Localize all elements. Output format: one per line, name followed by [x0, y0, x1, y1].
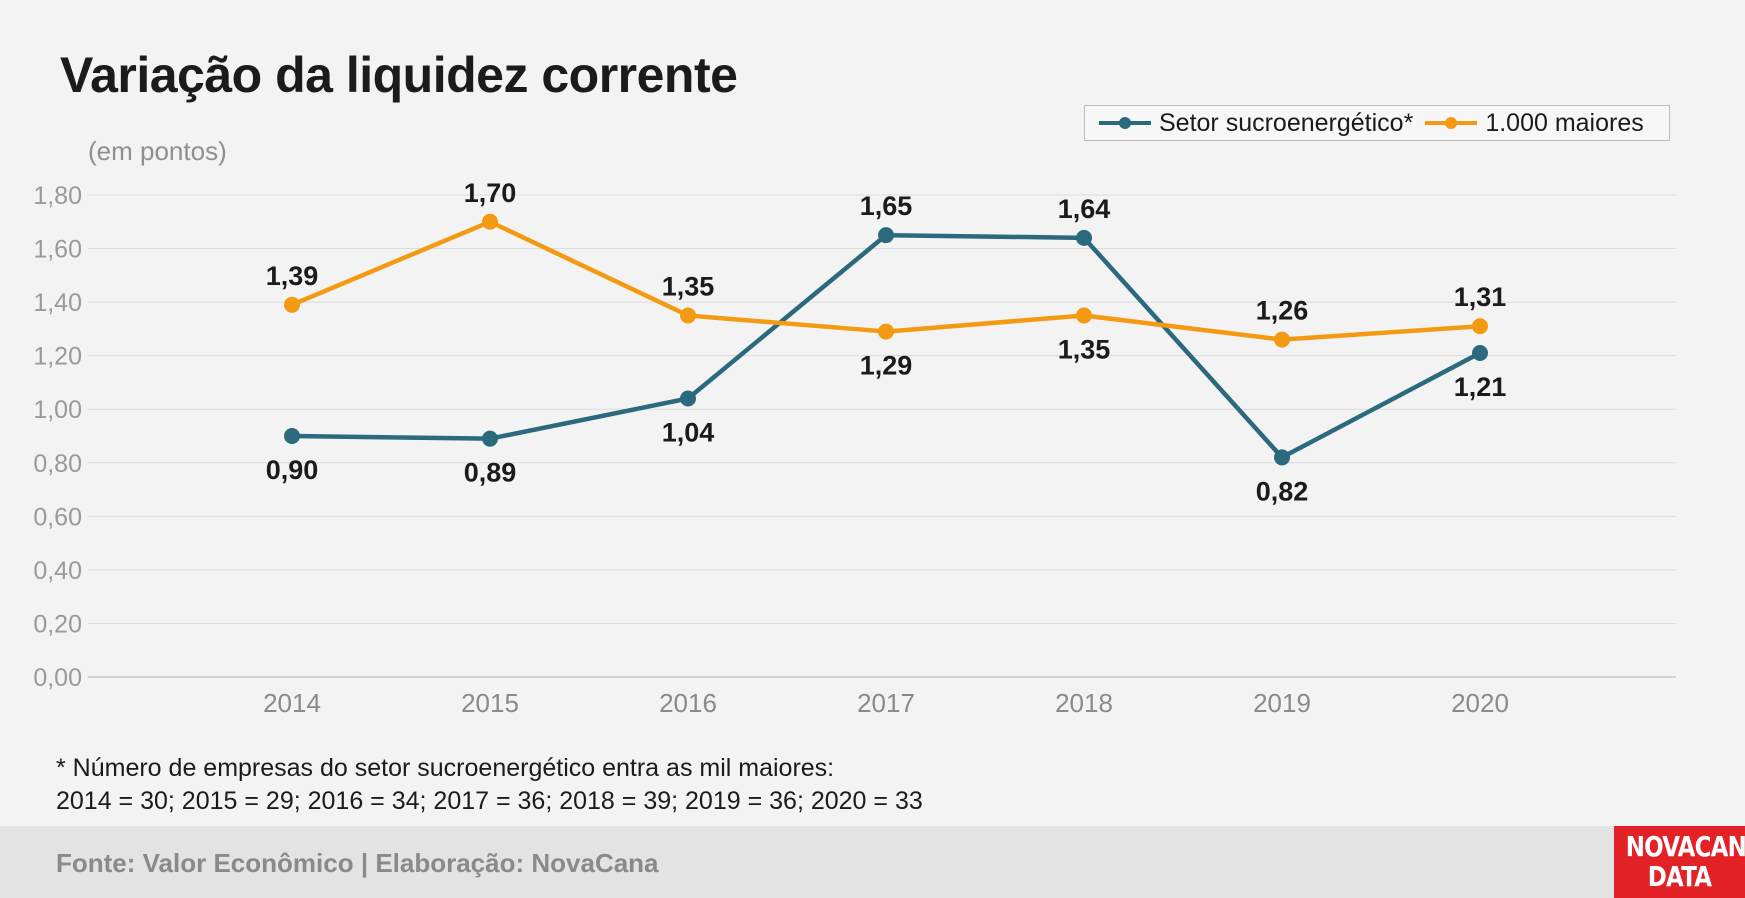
data-point-series-1: [1274, 449, 1290, 466]
x-tick-label: 2016: [659, 688, 717, 718]
data-point-series-1: [680, 390, 696, 407]
y-tick-label: 0,80: [33, 450, 82, 478]
novacana-logo: NOVACANA DATA: [1614, 826, 1745, 898]
x-tick-label: 2017: [857, 688, 915, 718]
y-tick-label: 0,40: [33, 557, 82, 585]
data-point-series-2: [1472, 318, 1488, 335]
data-point-series-2: [284, 296, 300, 313]
data-label-series-2: 1,26: [1256, 296, 1309, 326]
legend: Setor sucroenergético* 1.000 maiores: [1084, 105, 1670, 141]
data-point-series-2: [680, 307, 696, 324]
legend-item-series-2: 1.000 maiores: [1423, 108, 1644, 138]
data-label-series-1: 1,04: [662, 418, 715, 448]
data-label-series-1: 0,89: [464, 458, 517, 488]
x-tick-label: 2018: [1055, 688, 1113, 718]
data-label-series-2: 1,31: [1454, 282, 1507, 312]
data-point-series-2: [1274, 331, 1290, 348]
data-point-series-1: [482, 430, 498, 447]
data-label-series-2: 1,35: [662, 272, 715, 302]
y-tick-label: 0,00: [33, 664, 82, 692]
data-point-series-2: [482, 213, 498, 230]
footnote: * Número de empresas do setor sucroenerg…: [56, 752, 923, 818]
series-line-1: [291, 232, 1482, 460]
data-point-series-1: [1076, 229, 1092, 246]
data-label-series-1: 1,64: [1058, 194, 1111, 224]
line-chart: 0,00 0,20 0,40 0,60 0,80 1,00 1,20 1,40 1,60 1,80…: [33, 178, 1676, 718]
y-tick-label: 0,20: [33, 610, 82, 638]
legend-swatch-series-2: [1425, 117, 1478, 129]
data-label-series-2: 1,70: [464, 178, 517, 208]
data-label-series-1: 1,21: [1454, 372, 1507, 402]
logo-line-2: DATA: [1647, 860, 1712, 893]
footer-bar: Fonte: Valor Econômico | Elaboração: Nov…: [0, 826, 1745, 898]
legend-label-series-2: 1.000 maiores: [1485, 108, 1644, 137]
y-tick-label: 1,80: [33, 182, 82, 210]
data-label-series-2: 1,35: [1058, 335, 1111, 365]
x-tick-label: 2015: [461, 688, 519, 718]
data-label-series-1: 0,82: [1256, 476, 1309, 506]
footnote-line-1: * Número de empresas do setor sucroenerg…: [56, 754, 835, 782]
data-point-series-1: [1472, 344, 1488, 361]
source-text: Fonte: Valor Econômico | Elaboração: Nov…: [56, 848, 659, 878]
y-tick-label: 1,00: [33, 396, 82, 424]
footnote-line-2: 2014 = 30; 2015 = 29; 2016 = 34; 2017 = …: [56, 787, 923, 815]
y-tick-label: 1,20: [33, 343, 82, 371]
data-point-series-2: [878, 323, 894, 340]
data-label-series-1: 0,90: [266, 455, 319, 485]
data-label-series-2: 1,29: [860, 351, 913, 381]
data-label-series-2: 1,39: [266, 261, 319, 291]
y-unit-label: (em pontos): [88, 136, 227, 166]
data-point-series-2: [1076, 307, 1092, 324]
legend-label-series-1: Setor sucroenergético*: [1159, 108, 1414, 137]
y-tick-label: 1,60: [33, 236, 82, 264]
x-tick-label: 2019: [1253, 688, 1311, 718]
legend-swatch-series-1: [1099, 117, 1151, 129]
chart-title: Variação da liquidez corrente: [60, 47, 738, 103]
data-point-series-1: [284, 428, 300, 444]
x-tick-label: 2014: [263, 688, 321, 718]
legend-item-series-1: Setor sucroenergético*: [1097, 109, 1413, 138]
data-label-series-1: 1,65: [860, 191, 913, 221]
data-point-series-1: [878, 227, 894, 244]
logo-line-1: NOVACANA: [1625, 830, 1745, 863]
x-tick-label: 2020: [1451, 688, 1509, 718]
y-tick-label: 0,60: [33, 503, 82, 531]
y-tick-label: 1,40: [33, 289, 82, 317]
